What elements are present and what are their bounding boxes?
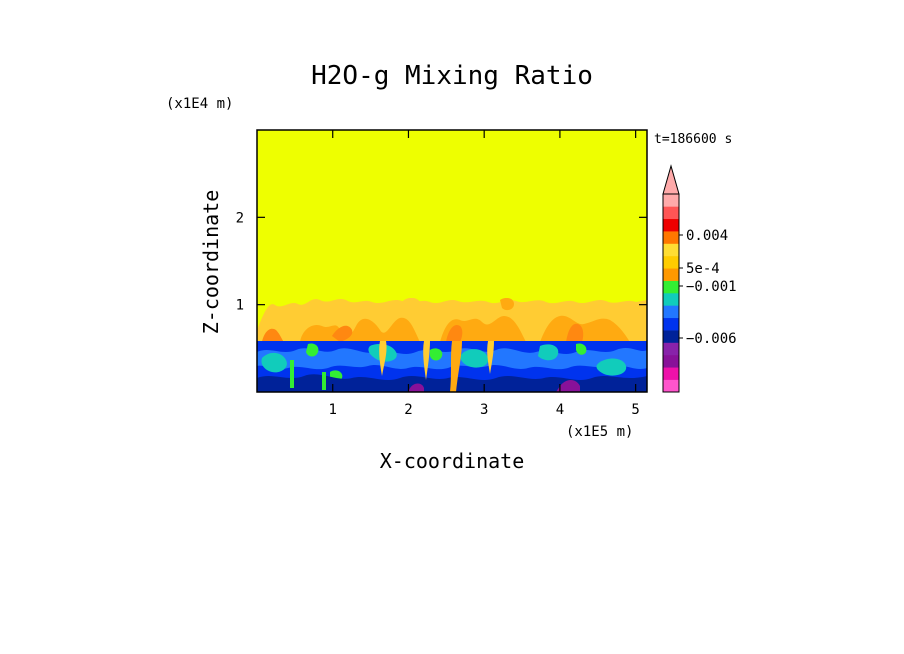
colorbar-label: −0.001 [686,279,737,295]
colorbar: 0.004 5e-4 −0.001 −0.006 [662,164,737,393]
plot-frame [256,129,648,393]
colorbar-swatch [663,243,679,257]
colorbar-swatch [663,255,679,269]
colorbar-label: 5e-4 [686,261,720,277]
x-tick-label: 2 [404,402,412,418]
x-tick-label: 5 [631,402,639,418]
colorbar-swatch [663,379,679,393]
colorbar-frame [662,193,680,393]
colorbar-label: −0.006 [686,331,737,347]
colorbar-swatch [663,342,679,356]
y-axis-label: Z-coordinate [199,190,223,335]
y-tick-label: 1 [236,298,244,314]
x-tick-label: 1 [329,402,337,418]
lower-layer [257,341,647,392]
colorbar-swatch [663,330,679,343]
x-axis-label: X-coordinate [380,449,525,473]
y-tick-label: 2 [236,210,244,226]
colorbar-swatch [663,194,679,207]
colorbar-swatch [663,268,679,281]
colorbar-label: 0.004 [686,228,728,244]
chart-title: H2O-g Mixing Ratio [311,61,593,91]
colorbar-swatch [663,293,679,306]
plot-area [257,130,647,392]
colorbar-swatch [663,354,679,368]
colorbar-swatch [663,280,679,294]
colorbar-swatch [663,218,679,232]
time-label: t=186600 s [654,132,732,147]
colorbar-extend-arrow [662,164,680,195]
colorbar-swatch [663,206,679,220]
colorbar-swatch [663,231,679,244]
mixed-layer [257,298,647,342]
x-unit-label: (x1E5 m) [566,424,633,440]
x-tick-label: 4 [556,402,564,418]
colorbar-swatch [663,367,679,380]
colorbar-swatch [663,305,679,319]
x-tick-label: 3 [480,402,488,418]
y-unit-label: (x1E4 m) [166,96,233,112]
x-axis: 1 2 3 4 5 [329,130,640,418]
y-axis: 12 [236,210,647,314]
colorbar-swatch [663,317,679,331]
